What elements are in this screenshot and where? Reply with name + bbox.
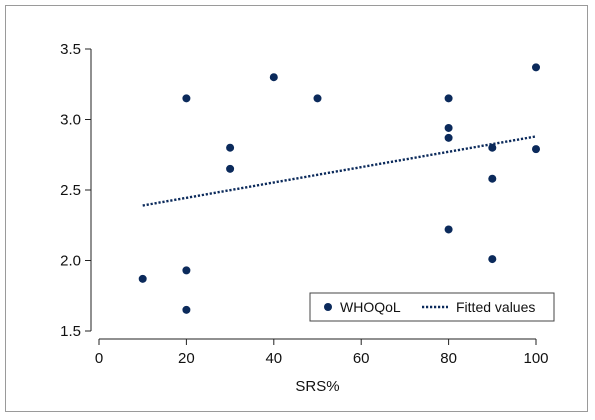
y-tick-label: 3.0 xyxy=(60,112,81,129)
y-tick-label: 2.5 xyxy=(60,182,81,199)
data-point xyxy=(444,133,453,142)
x-tick-label: 20 xyxy=(178,350,195,367)
x-tick-label: 80 xyxy=(440,350,457,367)
x-tick-label: 0 xyxy=(95,350,103,367)
data-point xyxy=(269,73,278,82)
x-tick-label: 100 xyxy=(523,350,548,367)
data-point xyxy=(444,94,453,103)
data-point xyxy=(444,225,453,234)
x-tick-label: 60 xyxy=(353,350,370,367)
data-point xyxy=(488,143,497,152)
legend-marker-whoqol xyxy=(324,303,332,311)
legend-label-whoqol: WHOQoL xyxy=(340,299,401,315)
scatter-chart: 1.5 2.0 2.5 3.0 3.5 0 20 40 60 80 100 SRS% WHOQoL Fit… xyxy=(60,41,555,395)
data-point xyxy=(182,305,191,314)
y-tick-label: 2.0 xyxy=(60,253,81,270)
y-tick-label: 3.5 xyxy=(60,41,81,58)
data-point xyxy=(313,94,322,103)
x-tick-label: 40 xyxy=(265,350,282,367)
data-point xyxy=(488,255,497,264)
fitted-values-line xyxy=(142,135,537,207)
data-point xyxy=(182,94,191,103)
data-point xyxy=(488,174,497,183)
data-point xyxy=(444,123,453,132)
data-point xyxy=(532,63,540,72)
x-axis-title: SRS% xyxy=(295,378,339,395)
data-point xyxy=(182,266,191,275)
chart-frame: 1.5 2.0 2.5 3.0 3.5 0 20 40 60 80 100 SRS% WHOQoL Fit… xyxy=(5,5,588,412)
data-point xyxy=(138,274,147,283)
data-point xyxy=(226,164,235,173)
y-tick-label: 1.5 xyxy=(60,323,81,340)
data-point xyxy=(532,145,540,154)
legend-label-fitted: Fitted values xyxy=(456,299,535,315)
data-point xyxy=(226,143,235,152)
